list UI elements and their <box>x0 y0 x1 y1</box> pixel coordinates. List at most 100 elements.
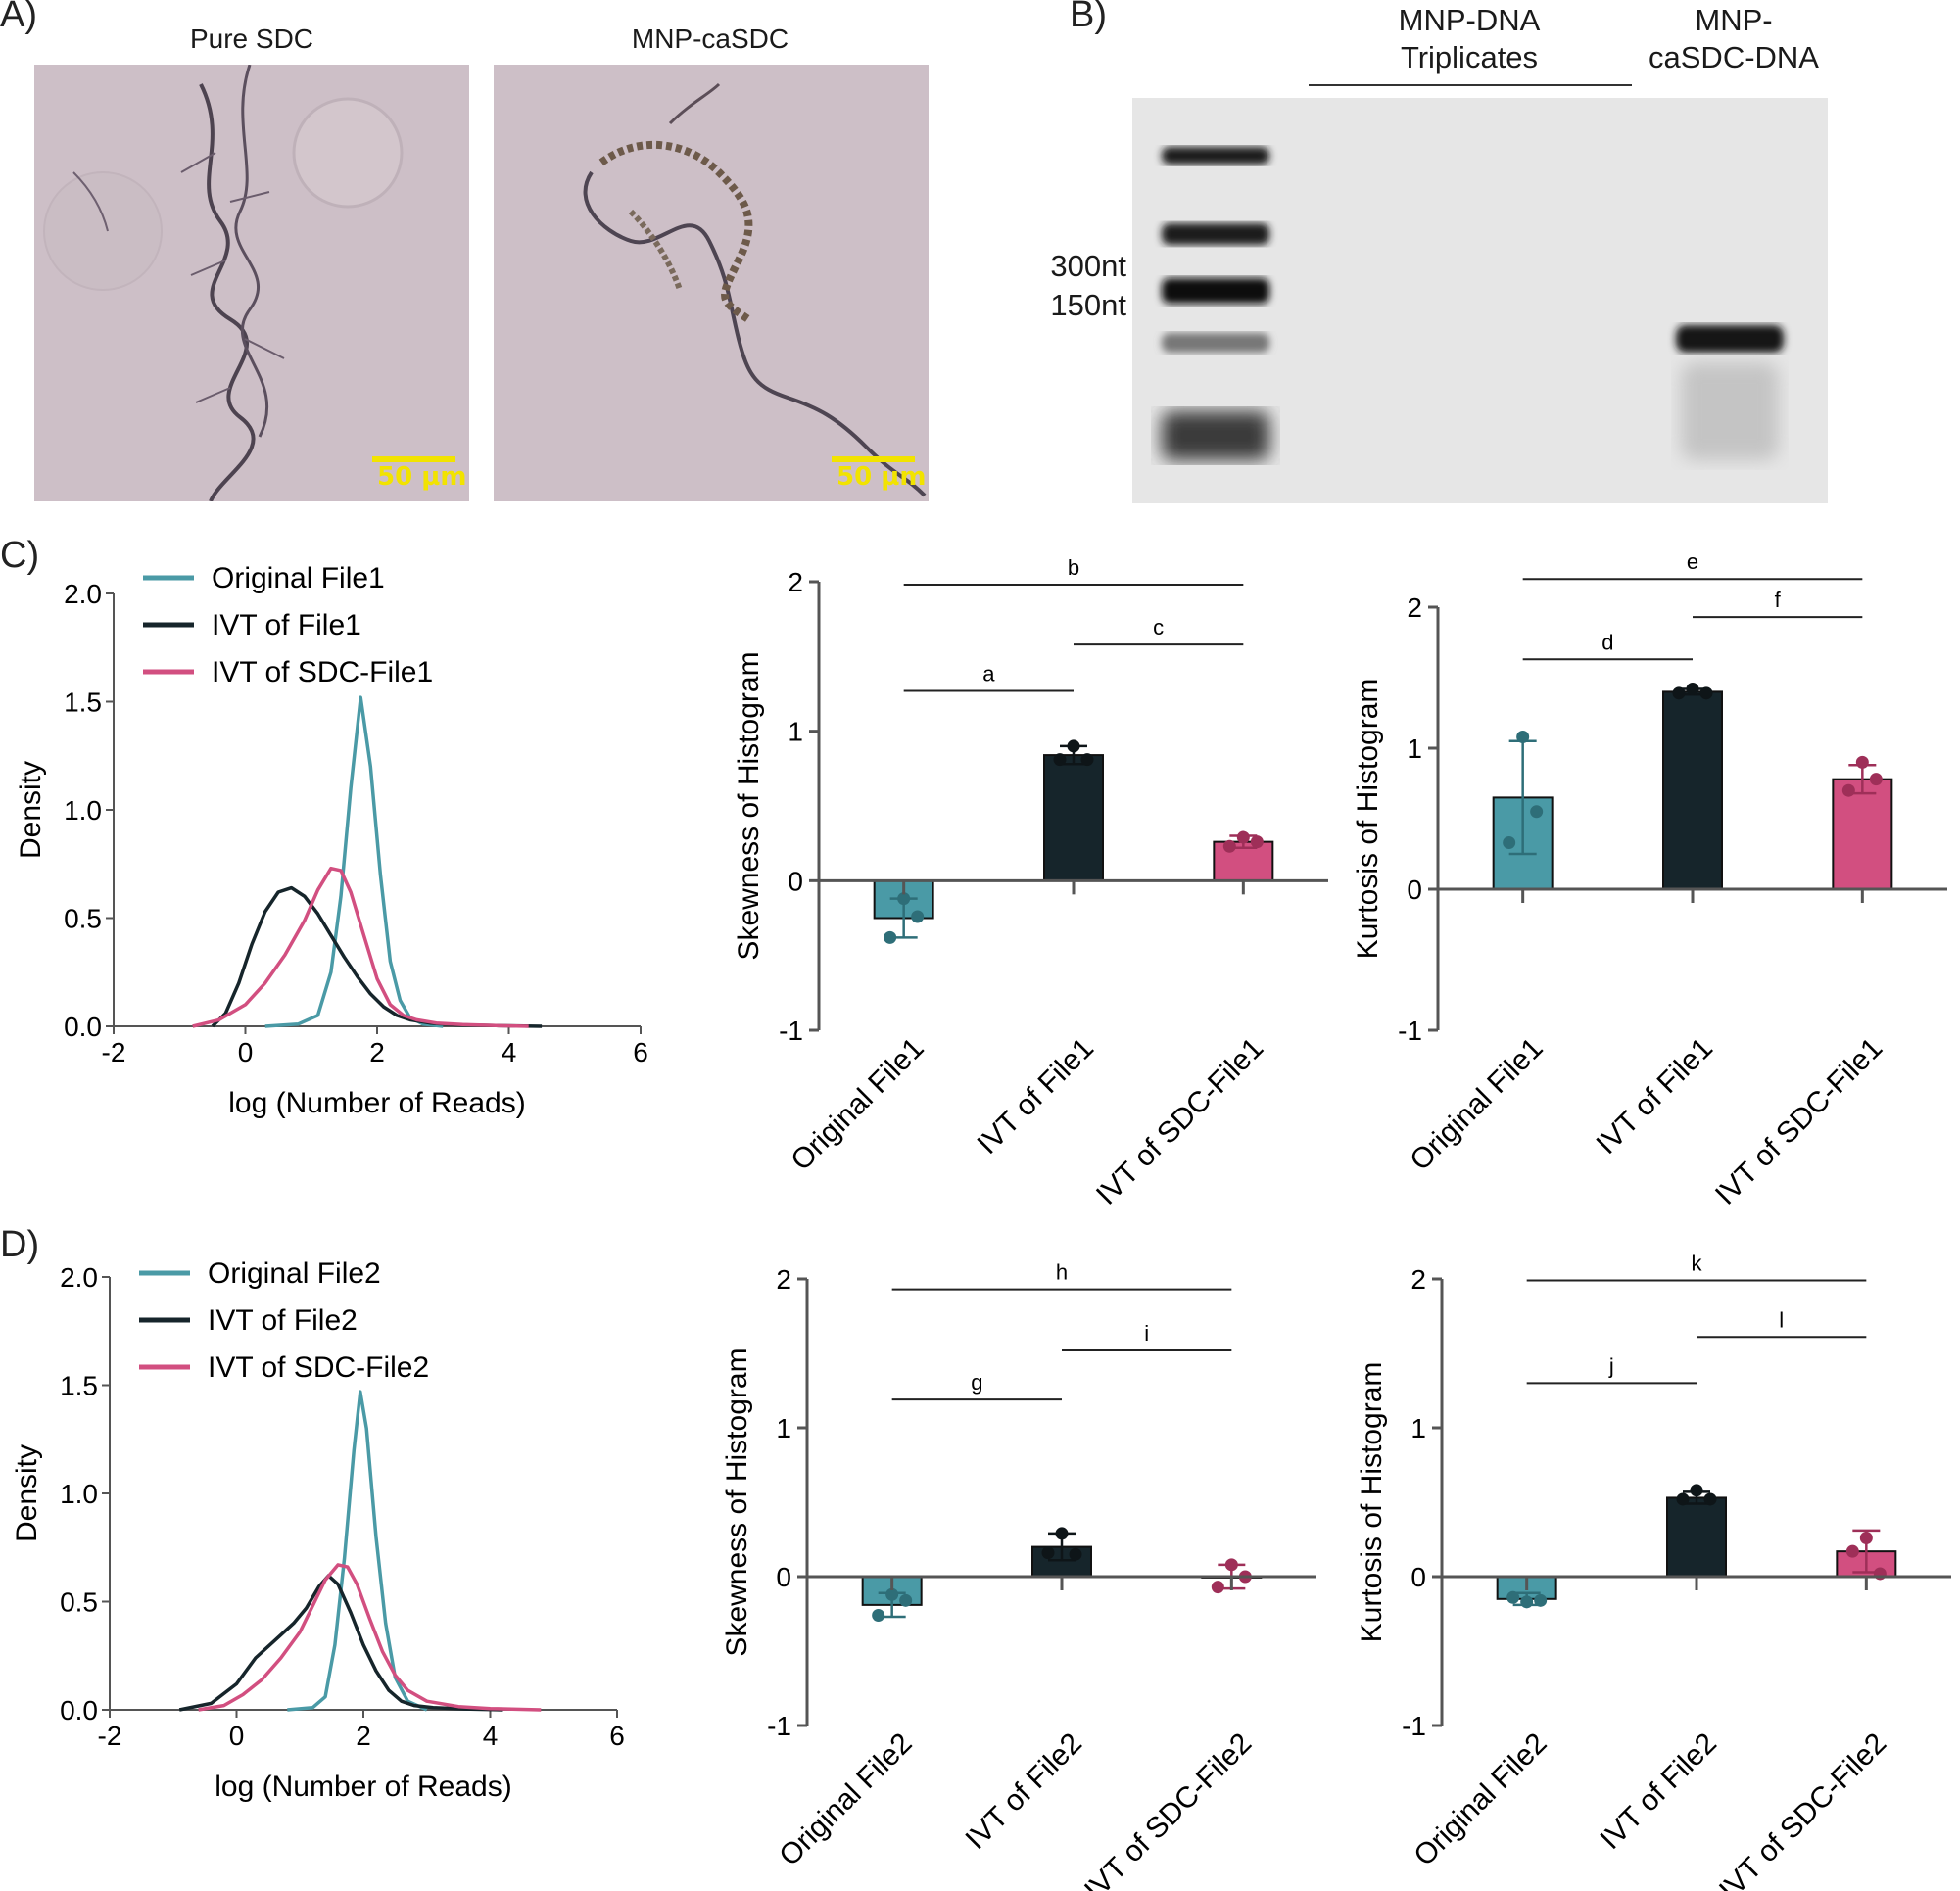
y-tick-label: -1 <box>1398 1016 1422 1046</box>
data-point <box>1080 753 1094 767</box>
data-point <box>1250 835 1264 849</box>
significance-label: i <box>1144 1321 1149 1346</box>
data-point <box>884 930 897 944</box>
data-point <box>1869 773 1883 786</box>
significance-label: e <box>1687 549 1698 574</box>
significance-label: c <box>1153 615 1164 639</box>
y-tick-label: 1 <box>788 717 803 747</box>
y-tick-label: 0 <box>776 1562 791 1592</box>
series-line-0 <box>287 1390 428 1712</box>
bar-1 <box>1043 754 1104 882</box>
legend-label: Original File2 <box>208 1257 381 1290</box>
y-tick-label: -1 <box>1402 1711 1426 1741</box>
data-point <box>1053 753 1067 767</box>
y-tick-label: -1 <box>779 1016 803 1046</box>
x-tick-label: 6 <box>609 1721 625 1751</box>
data-point <box>1703 1492 1717 1506</box>
legend-label: IVT of SDC-File1 <box>212 656 433 688</box>
data-point <box>897 892 911 906</box>
y-tick-label: -1 <box>767 1711 791 1741</box>
series-line-1 <box>211 885 543 1028</box>
bar-1 <box>1662 690 1723 890</box>
y-tick-label: 1.5 <box>60 1371 98 1401</box>
data-point <box>1855 755 1869 769</box>
data-point <box>1055 1527 1069 1540</box>
data-point <box>1236 830 1250 844</box>
data-point <box>1672 686 1686 700</box>
x-tick-label: 6 <box>633 1037 648 1067</box>
x-tick-label: 0 <box>229 1721 245 1751</box>
x-tick-label: Original File1 <box>785 1032 930 1177</box>
chart-d-density: 0.0 0.5 1.0 1.5 2.0 -2 0 2 4 6 log (Number of Read… <box>11 1257 625 1803</box>
data-point <box>1222 839 1236 853</box>
y-tick-label: 2 <box>788 567 803 597</box>
panel-d-letter: D) <box>0 1224 40 1265</box>
data-point <box>1516 730 1530 743</box>
gel-bands <box>1162 147 1784 460</box>
y-tick-label: 1.0 <box>64 795 102 826</box>
legend-label: IVT of File2 <box>208 1304 358 1337</box>
y-tick-label: 0 <box>1407 875 1422 905</box>
scale-label: 50 µm <box>837 462 927 492</box>
legend-label: IVT of SDC-File2 <box>208 1351 429 1384</box>
x-tick-label: IVT of File2 <box>960 1727 1088 1856</box>
significance-label: h <box>1056 1260 1068 1285</box>
y-tick-label: 1 <box>776 1413 791 1443</box>
y-tick-label: 2 <box>776 1264 791 1295</box>
y-axis-label: Density <box>11 1444 43 1542</box>
y-tick-label: 2 <box>1410 1264 1426 1295</box>
data-point <box>1686 683 1699 696</box>
x-tick-label: IVT of SDC-File2 <box>1078 1727 1258 1891</box>
fiber-image-mnp-casdc <box>583 82 927 497</box>
x-tick-label: IVT of File1 <box>972 1032 1100 1160</box>
data-point <box>1224 1558 1238 1572</box>
significance-label: g <box>971 1370 982 1395</box>
chart-c-kurtosis: -1 0 1 2 Kurtosis of Histogram Original File1… <box>1352 549 1947 1211</box>
chart-c-skewness: -1 0 1 2 Skewness of Histogram Original File1… <box>733 555 1328 1211</box>
micro-title-mnp-casdc: MNP-caSDC <box>631 24 789 54</box>
series-line-1 <box>178 1574 503 1712</box>
data-point <box>1534 1593 1548 1607</box>
chart-c-density: 0.0 0.5 1.0 1.5 2.0 -2 0 2 4 6 log (Number of Read… <box>15 562 648 1119</box>
y-tick-label: 1 <box>1407 733 1422 764</box>
y-tick-label: 0 <box>1410 1562 1426 1592</box>
y-tick-label: 1.0 <box>60 1479 98 1509</box>
gel-header-line4: caSDC-DNA <box>1649 40 1819 74</box>
significance-label: k <box>1692 1252 1703 1276</box>
data-point <box>885 1587 899 1601</box>
y-tick-label: 0.0 <box>64 1012 102 1042</box>
x-tick-label: Original File2 <box>773 1727 918 1872</box>
data-point <box>1699 686 1713 700</box>
significance-label: a <box>982 661 995 685</box>
y-tick-label: 1 <box>1410 1413 1426 1443</box>
data-point <box>1845 1544 1859 1558</box>
data-point <box>1690 1484 1703 1497</box>
y-tick-label: 2.0 <box>64 579 102 609</box>
y-axis-label: Kurtosis of Histogram <box>1352 679 1384 960</box>
y-tick-label: 2.0 <box>60 1262 98 1293</box>
gel-header-triplicates: MNP-DNA Triplicates <box>1313 2 1626 76</box>
gel-marker-300nt: 300nt <box>1050 249 1126 283</box>
scale-bar <box>832 456 915 462</box>
series-line-2 <box>192 866 529 1028</box>
gel-marker-150nt: 150nt <box>1050 288 1126 322</box>
micrograph-mnp-casdc: 50 µm <box>494 65 929 501</box>
legend-label: Original File1 <box>212 562 385 594</box>
panel-a-letter: A) <box>0 0 37 35</box>
x-tick-label: IVT of SDC-File1 <box>1090 1032 1269 1211</box>
x-tick-label: -2 <box>98 1721 122 1751</box>
x-tick-label: Original File1 <box>1404 1032 1549 1177</box>
y-tick-label: 0 <box>788 866 803 896</box>
y-axis-label: Kurtosis of Histogram <box>1356 1362 1388 1643</box>
x-axis-label: log (Number of Reads) <box>215 1771 511 1803</box>
scale-label: 50 µm <box>377 462 467 492</box>
data-point <box>1506 1590 1520 1604</box>
triplicate-bracket <box>1309 84 1632 86</box>
significance-label: d <box>1601 630 1613 654</box>
significance-label: j <box>1608 1353 1614 1378</box>
data-point <box>1211 1581 1224 1594</box>
scale-bar <box>372 456 455 462</box>
data-point <box>1503 835 1516 849</box>
gel-header-line2: Triplicates <box>1400 40 1539 74</box>
gel-header-line3: MNP- <box>1695 3 1773 37</box>
